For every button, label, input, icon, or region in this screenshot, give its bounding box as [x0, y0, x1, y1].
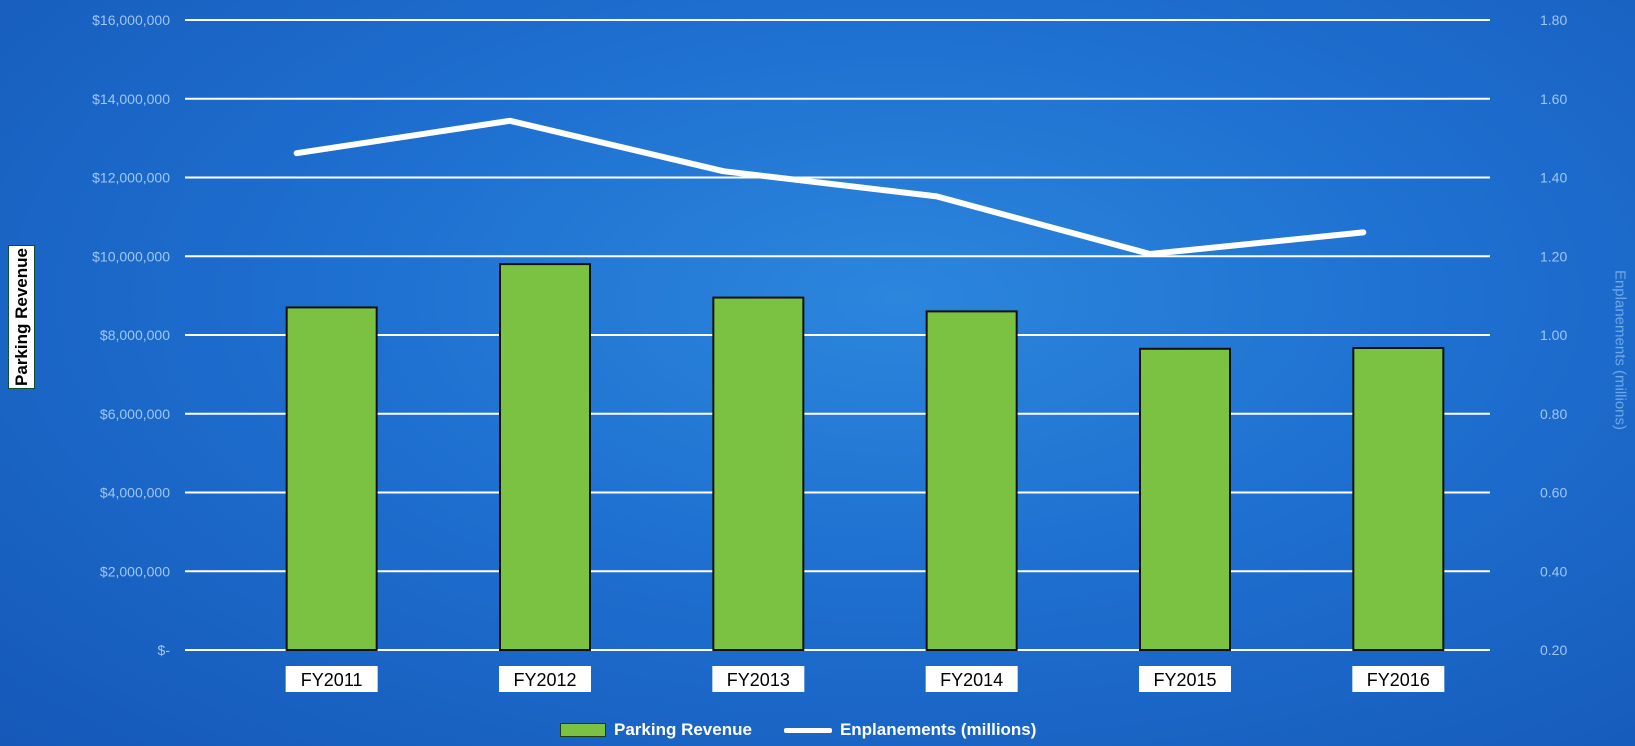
- legend-label-enplanements: Enplanements (millions): [839, 720, 1037, 739]
- x-tick-label-bg: [285, 666, 378, 692]
- x-tick-label-bg: [499, 666, 591, 692]
- y-tick-label: $-: [158, 642, 171, 658]
- y-tick-label: $14,000,000: [92, 91, 170, 107]
- x-tick-label-bg: [1139, 666, 1231, 692]
- legend-item-enplanements: Enplanements (millions): [783, 720, 1037, 740]
- x-tick-label: FY2012: [513, 670, 576, 690]
- y-tick-label: $6,000,000: [100, 406, 170, 422]
- bar-fy2013: [712, 296, 805, 651]
- y2-tick-label: 1.80: [1540, 12, 1567, 28]
- y2-tick-label: 1.20: [1540, 248, 1567, 264]
- y2-tick-label: 0.80: [1540, 406, 1567, 422]
- x-tick-label-bg: [712, 666, 805, 692]
- y-tick-label: $2,000,000: [100, 563, 170, 579]
- x-tick-label: FY2015: [1153, 670, 1216, 690]
- x-tick-label: FY2013: [727, 670, 790, 690]
- legend-item-parking-revenue: Parking Revenue: [560, 720, 752, 740]
- legend: Parking Revenue Enplanements (millions): [560, 720, 1058, 740]
- y2-tick-label: 0.20: [1540, 642, 1567, 658]
- enplanements-point-fy2016: [1361, 230, 1366, 235]
- y-tick-label: $10,000,000: [92, 248, 170, 264]
- enplanements-point-fy2011: [294, 151, 299, 156]
- y2-tick-label: 0.40: [1540, 563, 1567, 579]
- y-axis-label: Parking Revenue: [11, 248, 31, 386]
- y-axis-label-box: Parking Revenue: [8, 245, 35, 389]
- y2-tick-label: 1.00: [1540, 327, 1567, 343]
- enplanements-point-fy2014: [934, 194, 939, 199]
- enplanements-point-fy2012: [508, 118, 512, 123]
- enplanements-point-fy2013: [721, 169, 726, 174]
- y2-tick-label: 0.60: [1540, 485, 1567, 501]
- y2-axis-label: Enplanements (millions): [1611, 269, 1629, 431]
- bar-fy2014: [925, 310, 1018, 651]
- x-tick-label: FY2014: [940, 670, 1003, 690]
- y-tick-label: $16,000,000: [92, 12, 170, 28]
- x-tick-label-bg: [925, 666, 1018, 692]
- y-tick-label: $12,000,000: [92, 170, 170, 186]
- legend-label-parking-revenue: Parking Revenue: [614, 720, 752, 739]
- bar-fy2015: [1139, 347, 1231, 651]
- y-tick-label: $4,000,000: [100, 485, 170, 501]
- y2-tick-label: 1.40: [1540, 170, 1567, 186]
- y-tick-label: $8,000,000: [100, 327, 170, 343]
- legend-swatch-line: [783, 727, 832, 733]
- x-tick-label: FY2011: [301, 670, 363, 690]
- x-tick-label-bg: [1352, 666, 1445, 692]
- bar-fy2011: [285, 306, 378, 651]
- x-tick-label: FY2016: [1367, 670, 1430, 690]
- legend-swatch-bar: [560, 723, 606, 737]
- y2-tick-label: 1.60: [1540, 91, 1567, 107]
- enplanements-point-fy2015: [1148, 252, 1152, 256]
- bar-fy2012: [499, 263, 591, 651]
- enplanements-line: [293, 117, 1367, 257]
- bar-fy2016: [1352, 346, 1445, 651]
